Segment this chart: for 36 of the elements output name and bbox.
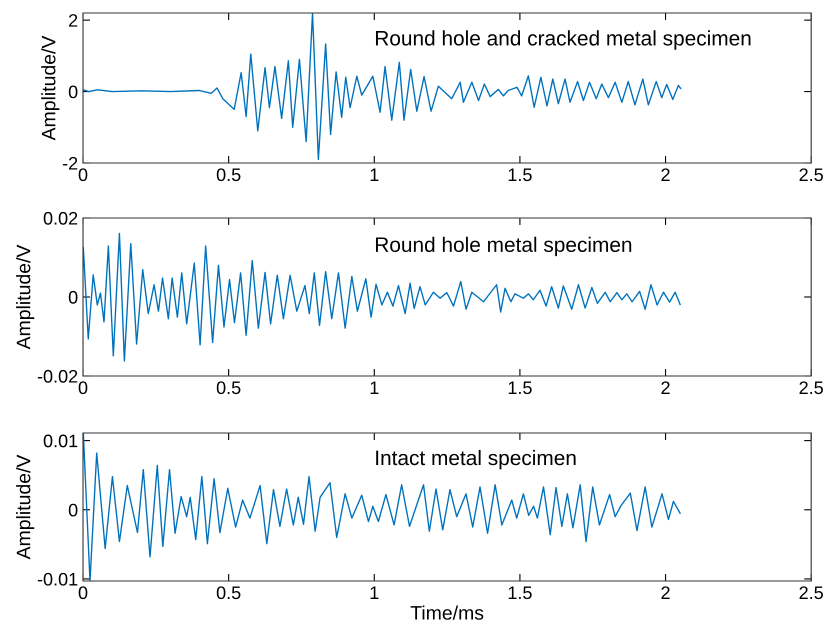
x-axis-title: Time/ms (410, 605, 484, 620)
x-tick-label: 0 (78, 168, 88, 182)
y-axis-title: Amplitude/V (16, 454, 34, 560)
y-tick-label: 0 (68, 290, 78, 304)
x-tick-label: 0 (78, 586, 88, 600)
y-axis-title: Amplitude/V (16, 244, 34, 350)
x-tick-label: 0.5 (216, 168, 240, 182)
y-tick-label: 0 (68, 86, 78, 98)
x-tick-label: 0.5 (216, 586, 240, 600)
y-axis-title: Amplitude/V (41, 36, 60, 140)
x-tick-label: 2.5 (800, 168, 823, 182)
y-tick-label: -0.02 (38, 370, 78, 383)
line-series (83, 232, 681, 362)
x-tick-label: 1 (370, 382, 378, 394)
x-tick-label: 1 (370, 168, 378, 181)
x-tick-label: 2 (661, 586, 670, 599)
x-tick-label: 0 (78, 381, 88, 394)
x-tick-label: 1 (370, 586, 378, 599)
x-tick-label: 2.5 (800, 586, 823, 600)
y-tick-label: 0 (68, 504, 78, 516)
x-tick-label: 1.5 (508, 168, 532, 182)
annotation: Intact metal specimen (376, 450, 576, 470)
annotation: Round hole metal specimen (376, 236, 632, 256)
y-tick-label: 0.01 (44, 434, 78, 448)
x-tick-label: 2.5 (800, 381, 823, 394)
y-tick-label: -0.01 (38, 572, 78, 586)
x-tick-label: 2 (661, 381, 670, 394)
y-tick-label: 0.02 (44, 212, 78, 225)
y-tick-label: -2 (62, 156, 78, 170)
y-tick-label: 2 (69, 14, 78, 27)
annotation: Round hole and cracked metal specimen (376, 30, 750, 50)
x-tick-label: 1.5 (508, 382, 532, 394)
x-tick-label: 1.5 (508, 586, 532, 600)
line-series (83, 433, 681, 581)
x-tick-label: 2 (661, 168, 670, 181)
x-tick-label: 0.5 (216, 381, 240, 394)
